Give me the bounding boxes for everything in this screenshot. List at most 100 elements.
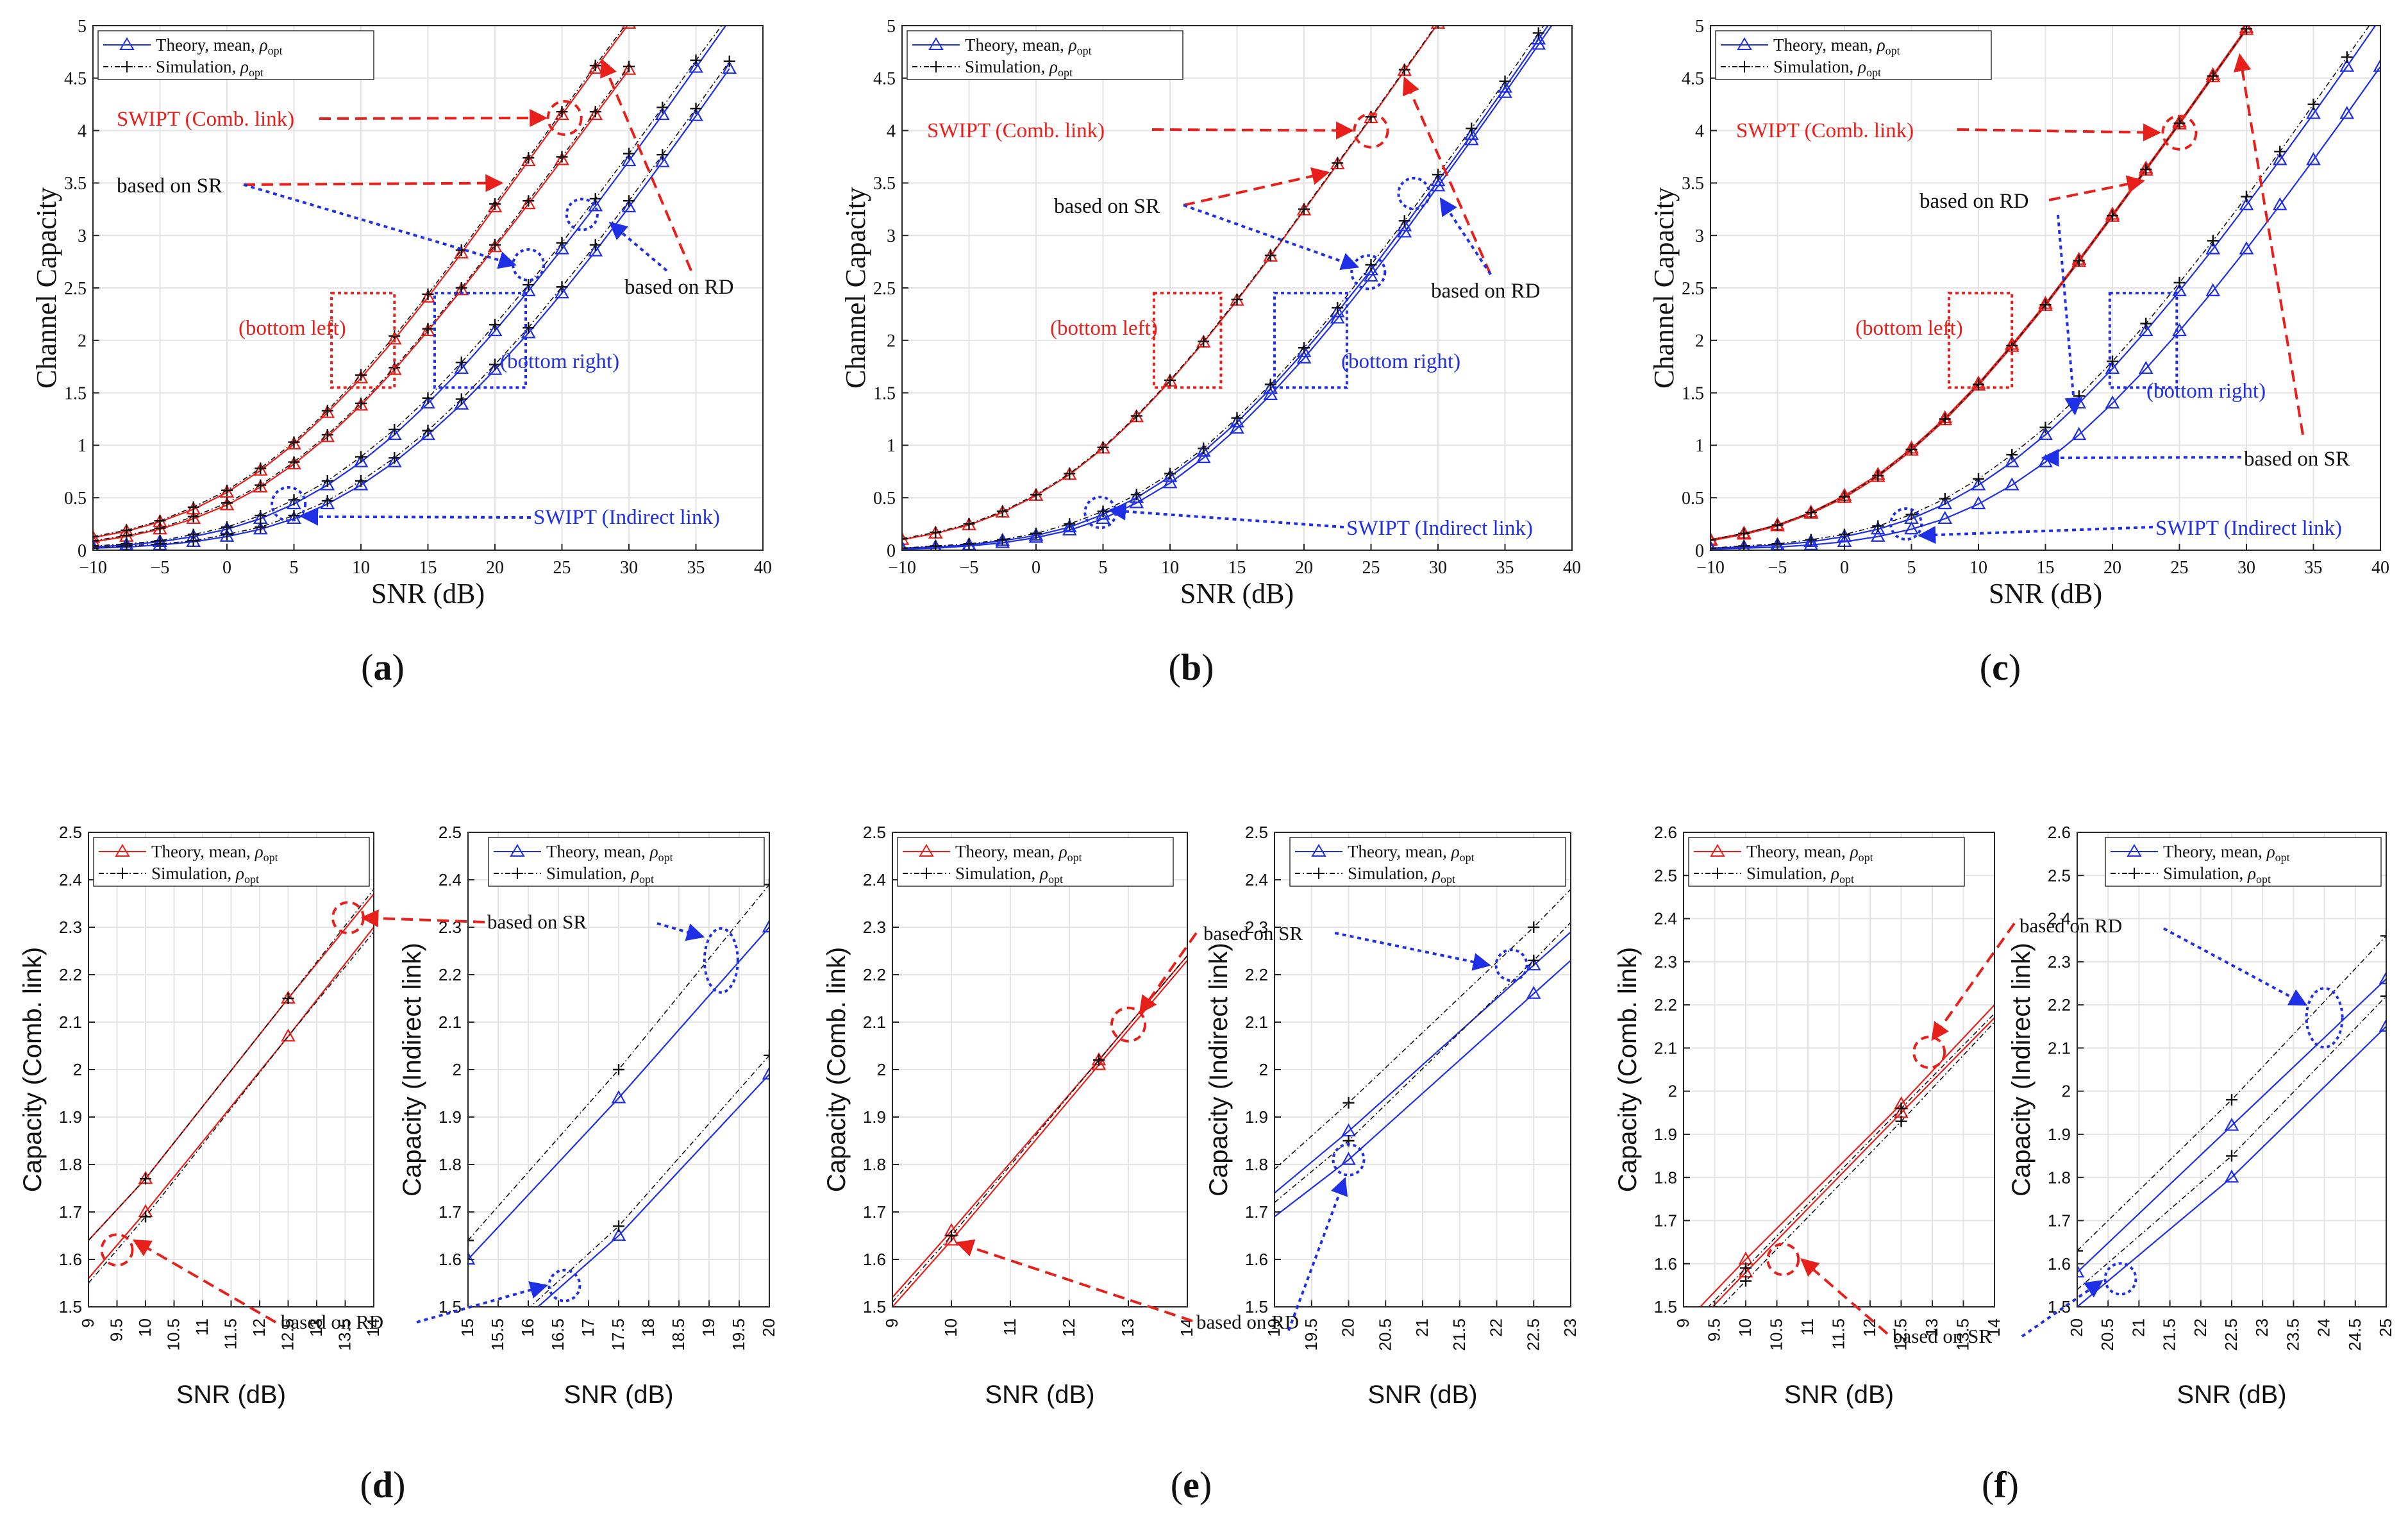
subfigure-label: (e) [1171, 1464, 1212, 1506]
data-point-plus [1805, 534, 1817, 546]
data-point-triangle [2038, 426, 2053, 441]
data-point-triangle [287, 510, 301, 525]
legend-entry-text: Theory, mean, ρopt [2163, 842, 2290, 864]
data-point-triangle [1971, 477, 1986, 491]
x-tick-label: 25 [553, 558, 571, 578]
subfigure-label: (f) [1982, 1464, 2019, 1506]
annotation-arrow [1800, 1258, 1889, 1335]
data-point-plus [2341, 51, 2353, 63]
annotation-text: based on RD [1196, 1311, 1299, 1333]
legend-marker-plus [121, 61, 133, 72]
y-tick-label: 1.8 [863, 1155, 886, 1174]
data-point-plus [2173, 117, 2186, 130]
x-tick-label: 11.5 [221, 1318, 240, 1350]
data-point-plus [589, 239, 601, 251]
y-tick-label: 2.3 [1654, 952, 1677, 971]
x-tick-label: 9 [78, 1318, 97, 1327]
data-point-plus [422, 323, 434, 335]
series-line-1 [88, 927, 374, 1279]
y-tick-label: 1.6 [439, 1250, 462, 1269]
y-axis-label: Channel Capacity [31, 187, 62, 389]
data-point-plus [282, 993, 294, 1004]
data-point-plus [556, 106, 568, 118]
x-tick-label: 20 [1295, 558, 1313, 578]
data-point-plus [724, 10, 735, 21]
subfigure-label: (d) [360, 1464, 406, 1506]
x-tick-label: 14 [1984, 1318, 2003, 1337]
y-tick-label: 2 [1259, 1060, 1268, 1079]
x-tick-label: 23 [2252, 1318, 2271, 1337]
data-point-plus [2241, 26, 2252, 35]
data-point-plus [1740, 1275, 1752, 1287]
data-point-plus [1738, 527, 1750, 539]
x-tick-label: −5 [1768, 558, 1787, 578]
data-point-plus [2226, 1150, 2237, 1162]
data-point-triangle [1129, 489, 1144, 503]
annotation-arrow [132, 1239, 277, 1324]
y-tick-label: 2.5 [1682, 279, 1704, 299]
y-tick-label: 1.9 [59, 1107, 82, 1127]
legend-marker-plus [921, 868, 932, 879]
chart-e-left: 9 10 11 12 13 14 1.5 1.6 1.7 1.8 1.9 2 2.1 2.2 2.3 2.4 2… [823, 823, 1196, 1409]
data-point-triangle [1566, 0, 1578, 1]
x-axis-label: SNR (dB) [1180, 578, 1294, 609]
legend-entry-text: Simulation, ρopt [1773, 57, 1881, 79]
series-group [1710, 26, 2380, 550]
x-tick-label: 11 [1798, 1318, 1817, 1336]
x-axis-label: SNR (dB) [2177, 1381, 2286, 1409]
legend-marker-triangle [1710, 844, 1725, 857]
annotation-zoom-box [433, 292, 528, 389]
data-point-plus [2077, 1245, 2083, 1257]
data-point-triangle [2004, 454, 2019, 467]
data-point-triangle [1397, 224, 1412, 238]
data-point-plus [523, 152, 535, 164]
legend-marker-triangle [115, 844, 130, 857]
annotation-arrow [319, 109, 548, 128]
data-point-plus [1872, 520, 1884, 532]
data-point-triangle [421, 426, 435, 441]
data-point-triangle [762, 919, 769, 933]
legend-entry-text: Theory, mean, ρopt [1773, 35, 1900, 57]
data-point-plus [656, 149, 669, 161]
x-tick-label: 24.5 [2345, 1318, 2364, 1351]
annotation-arrow [2057, 214, 2083, 416]
x-tick-label: 5 [1907, 558, 1916, 578]
y-tick-label: 2.2 [1245, 965, 1268, 984]
series-line-2 [88, 889, 374, 1241]
annotation-text: based on SR [2244, 448, 2350, 471]
data-point-plus [187, 501, 199, 513]
x-tick-label: 25 [2171, 558, 2189, 578]
data-point-plus [1198, 442, 1210, 455]
data-point-triangle [320, 477, 335, 491]
series-group [93, 10, 737, 550]
data-point-triangle [2077, 1264, 2085, 1278]
annotation-circle [100, 1233, 134, 1267]
data-point-triangle [762, 1066, 769, 1080]
series-line-0 [1275, 931, 1571, 1194]
data-point-plus [1939, 413, 1951, 425]
data-point-plus [1528, 954, 1540, 966]
annotation-text: based on SR [117, 174, 222, 198]
x-tick-label: 0 [1032, 558, 1041, 578]
data-point-plus [2140, 164, 2152, 176]
x-tick-label: 12.5 [1891, 1318, 1911, 1351]
data-point-plus [288, 456, 300, 468]
x-tick-label: 11 [192, 1318, 212, 1336]
series-line-2 [1275, 889, 1571, 1170]
annotation-text: (bottom right) [500, 350, 619, 373]
data-point-triangle [1464, 126, 1479, 140]
x-tick-label: 17.5 [608, 1318, 628, 1351]
annotation-circle [512, 248, 546, 282]
y-axis-label: Channel Capacity [1648, 187, 1680, 389]
legend-entry-text: Theory, mean, ρopt [1348, 842, 1475, 864]
series-line-3 [1275, 922, 1571, 1203]
data-point-triangle [2373, 58, 2380, 72]
data-point-triangle [2205, 241, 2221, 255]
data-point-triangle [521, 283, 536, 297]
data-point-triangle [1904, 510, 1919, 525]
data-point-triangle [320, 496, 335, 510]
annotation-text: based on SR [1893, 1325, 1992, 1347]
